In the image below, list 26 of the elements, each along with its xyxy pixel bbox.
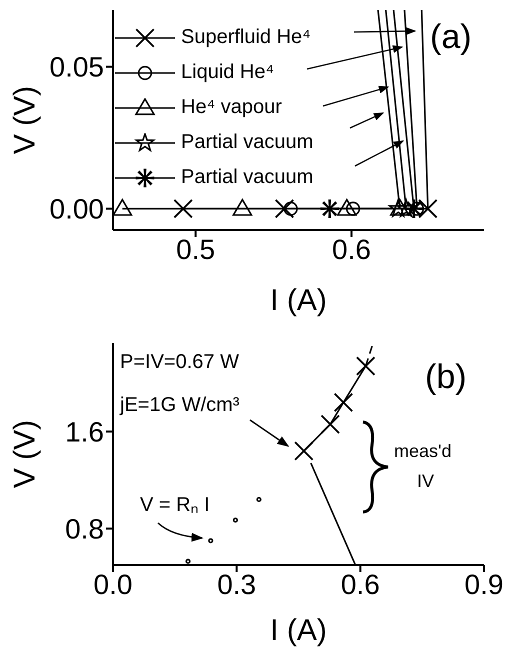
x-axis-title: I (A) [270, 284, 327, 317]
x-tick-label: 0.6 [332, 234, 371, 265]
x-tick-label: 0.3 [217, 568, 256, 600]
y-axis-title: V (V) [8, 420, 42, 488]
legend-label: Partial vacuum [181, 165, 314, 190]
x-tick-label: 0.6 [340, 568, 380, 600]
x-axis-title: I (A) [270, 614, 327, 647]
x-tick-label: 0.5 [176, 234, 216, 265]
annotation: (a) [430, 18, 472, 56]
annotation: meas'd [394, 441, 452, 461]
y-tick-label: 0.00 [50, 194, 104, 225]
annotation: V = Rₙ I [140, 494, 210, 516]
legend-label: Superfluid He⁴ [181, 25, 311, 50]
y-axis-title: V (V) [8, 86, 42, 154]
annotation: IV [417, 471, 434, 491]
legend-label: Liquid He⁴ [181, 60, 274, 85]
annotation: jE=1G W/cm³ [120, 394, 240, 416]
annotation: (b) [425, 358, 467, 396]
x-tick-label: 0.9 [464, 568, 504, 600]
y-tick-label: 1.6 [65, 416, 104, 448]
y-tick-label: 0.8 [65, 514, 104, 545]
y-tick-label: 0.05 [50, 52, 104, 83]
legend-label: He⁴ vapour [181, 95, 282, 120]
annotation: P=IV=0.67 W [120, 351, 239, 373]
x-tick-label: 0.0 [94, 568, 132, 600]
legend-label: Partial vacuum [181, 130, 314, 155]
